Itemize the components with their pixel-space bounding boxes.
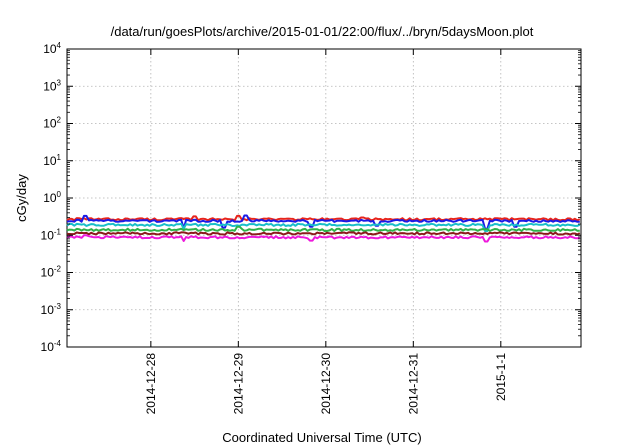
y-tick-label: 102 — [43, 116, 61, 131]
series-line — [66, 231, 581, 236]
series-line — [66, 234, 580, 243]
y-tick-label: 101 — [43, 153, 61, 168]
series-line — [66, 214, 580, 230]
x-tick-label: 2014-12-31 — [406, 353, 420, 415]
x-tick-label: 2014-12-30 — [319, 353, 333, 415]
y-axis-ticks: 10-4 10-3 10-2 10-1 100 101 102 103 104 — [41, 41, 581, 354]
y-tick-label: 104 — [43, 41, 61, 56]
grid-lines — [67, 49, 581, 347]
x-tick-label: 2015-1-1 — [494, 353, 508, 401]
y-tick-label: 103 — [43, 78, 61, 93]
y-tick-label: 100 — [43, 190, 61, 205]
series-line — [66, 222, 581, 232]
y-axis-label: cGy/day — [14, 174, 29, 222]
y-tick-label: 10-1 — [41, 227, 62, 242]
y-tick-label: 10-3 — [41, 302, 62, 317]
chart-title: /data/run/goesPlots/archive/2015-01-01/2… — [111, 24, 534, 39]
x-axis-ticks: 2014-12-28 2014-12-29 2014-12-30 2014-12-31… — [144, 49, 508, 414]
x-axis-label: Coordinated Universal Time (UTC) — [222, 430, 421, 445]
x-tick-label: 2014-12-28 — [144, 353, 158, 415]
y-tick-label: 10-2 — [41, 265, 62, 280]
x-tick-label: 2014-12-29 — [231, 353, 245, 415]
y-tick-label: 10-4 — [41, 339, 62, 354]
series-line — [66, 225, 580, 232]
series-group — [66, 214, 581, 243]
series-line — [66, 214, 581, 222]
